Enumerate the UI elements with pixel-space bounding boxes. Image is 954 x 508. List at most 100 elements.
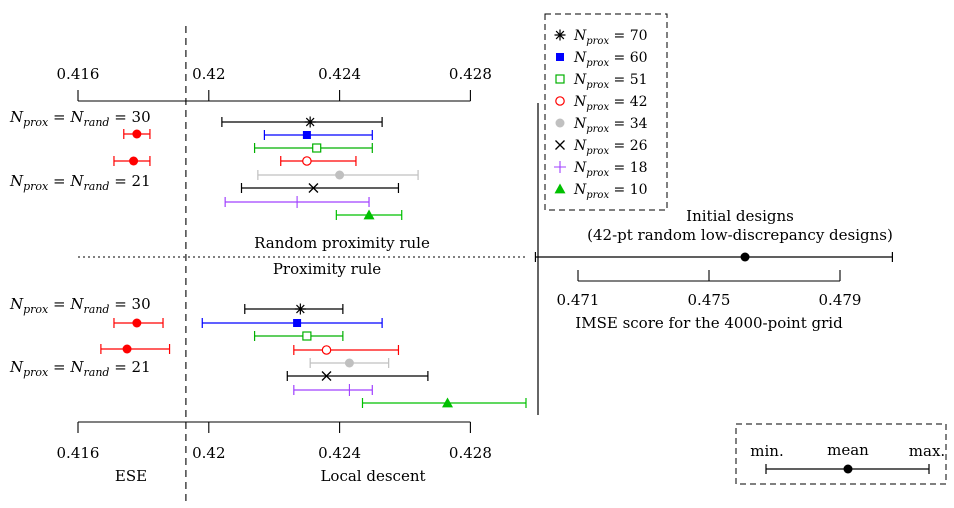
open-square-marker — [302, 331, 312, 341]
filled-square-marker — [302, 131, 311, 139]
error-bar — [253, 331, 344, 341]
initial-designs-panel: Initial designs(42-pt random low-discrep… — [534, 207, 893, 332]
initial-designs-title: Initial designs — [686, 207, 794, 225]
asterisk-marker — [294, 303, 306, 315]
legend-item: Nprox = 18 — [554, 160, 648, 179]
filled-circle-marker — [132, 318, 142, 328]
series-random-ese-n21 — [113, 156, 151, 166]
section-label-random: Random proximity rule — [254, 234, 430, 252]
series-proximity-ld-nprox70 — [244, 303, 344, 315]
series-proximity-ld-nprox10 — [361, 397, 527, 408]
cross-marker — [555, 140, 565, 150]
filled-circle-marker — [335, 170, 345, 180]
series-random-ld-nprox42 — [280, 156, 357, 166]
section-label-proximity: Proximity rule — [273, 260, 381, 278]
series-proximity-ld-nprox51 — [253, 331, 344, 341]
series-random-ld-nprox51 — [253, 143, 373, 153]
filled-circle-marker — [843, 464, 853, 474]
tick-label: 0.424 — [318, 65, 361, 83]
legend-item: Nprox = 42 — [555, 94, 648, 113]
initial-axis-label: IMSE score for the 4000-point grid — [575, 314, 843, 332]
series-random-ld-nprox60 — [263, 130, 373, 140]
legend-item: Nprox = 51 — [555, 72, 648, 91]
error-bar — [293, 345, 400, 355]
open-square-marker — [312, 143, 322, 153]
min-mean-max-key: min. mean max. — [735, 423, 947, 485]
method-label-ese: ESE — [115, 467, 147, 485]
error-bar — [100, 344, 171, 354]
key-mean-label: mean — [827, 441, 869, 459]
series-random-ld-nprox10 — [335, 209, 403, 220]
filled-square-marker — [293, 319, 302, 327]
legend: Nprox = 70 Nprox = 60 Nprox = 51 Nprox = 42… — [544, 13, 668, 211]
filled-circle-marker — [740, 252, 750, 262]
series-proximity-ld-nprox42 — [293, 345, 400, 355]
tick-label: 0.428 — [449, 444, 492, 462]
error-bar — [293, 385, 373, 395]
legend-label: Nprox = 70 — [573, 28, 648, 47]
series-proximity-ese-n30 — [113, 318, 164, 328]
open-circle-marker — [302, 156, 312, 166]
legend-label: Nprox = 60 — [573, 50, 648, 69]
series-random-ese-n30 — [123, 129, 151, 139]
open-circle-marker — [321, 345, 332, 355]
initial-tick-label: 0.471 — [557, 291, 600, 309]
row-label: Nprox = Nrand = 30 — [9, 295, 151, 316]
open-square-marker — [555, 74, 565, 84]
series-proximity-ld-nprox18 — [293, 384, 373, 396]
initial-designs-subtitle: (42-pt random low-discrepancy designs) — [587, 226, 893, 244]
series-proximity-ld-nprox26 — [286, 371, 429, 381]
cross-marker — [321, 371, 332, 381]
filled-triangle-marker — [554, 183, 566, 194]
legend-label: Nprox = 10 — [573, 182, 648, 201]
series-proximity-ld-nprox34 — [309, 358, 390, 368]
legend-label: Nprox = 34 — [573, 116, 648, 135]
key-max-label: max. — [909, 442, 945, 460]
tick-label: 0.42 — [192, 65, 225, 83]
asterisk-marker — [304, 116, 316, 128]
series-random-ld-nprox34 — [257, 170, 419, 180]
plus-marker — [343, 384, 356, 396]
error-bar — [240, 183, 400, 193]
series-proximity-ld-nprox60 — [201, 318, 383, 328]
legend-label: Nprox = 18 — [573, 160, 648, 179]
error-bar — [244, 304, 344, 314]
error-bar — [280, 156, 357, 166]
error-bar — [263, 130, 373, 140]
tick-label: 0.416 — [57, 444, 100, 462]
filled-triangle-marker — [363, 209, 375, 220]
error-bar — [286, 371, 429, 381]
legend-label: Nprox = 26 — [573, 138, 648, 157]
plus-marker — [554, 161, 566, 173]
initial-tick-label: 0.475 — [688, 291, 731, 309]
filled-circle-marker — [555, 118, 565, 128]
filled-circle-marker — [129, 156, 139, 166]
top-axis: 0.416 0.42 0.424 0.428 — [57, 65, 492, 102]
bottom-axis: 0.416 0.42 0.424 0.428 — [57, 421, 492, 462]
error-bar — [221, 117, 383, 127]
filled-triangle-marker — [442, 397, 454, 408]
filled-circle-marker — [344, 358, 354, 368]
tick-label: 0.42 — [192, 444, 225, 462]
error-bar — [201, 318, 383, 328]
initial-designs-bar — [534, 252, 893, 262]
tick-label: 0.416 — [57, 65, 100, 83]
legend-item: Nprox = 60 — [556, 50, 648, 69]
filled-square-marker — [556, 53, 564, 61]
plus-marker — [291, 196, 304, 208]
legend-item: Nprox = 26 — [555, 138, 648, 157]
series-proximity-ese-n21 — [100, 344, 171, 354]
cross-marker — [308, 183, 319, 193]
legend-item: Nprox = 70 — [554, 28, 648, 47]
legend-item: Nprox = 34 — [555, 116, 648, 135]
legend-label: Nprox = 42 — [573, 94, 648, 113]
method-label-local-descent: Local descent — [320, 467, 425, 485]
tick-label: 0.428 — [449, 65, 492, 83]
error-bar — [361, 398, 527, 408]
open-circle-marker — [555, 96, 565, 106]
legend-box — [544, 13, 668, 211]
filled-circle-marker — [122, 344, 132, 354]
series-random-ld-nprox70 — [221, 116, 383, 128]
row-label: Nprox = Nrand = 21 — [9, 358, 151, 379]
tick-label: 0.424 — [318, 444, 361, 462]
